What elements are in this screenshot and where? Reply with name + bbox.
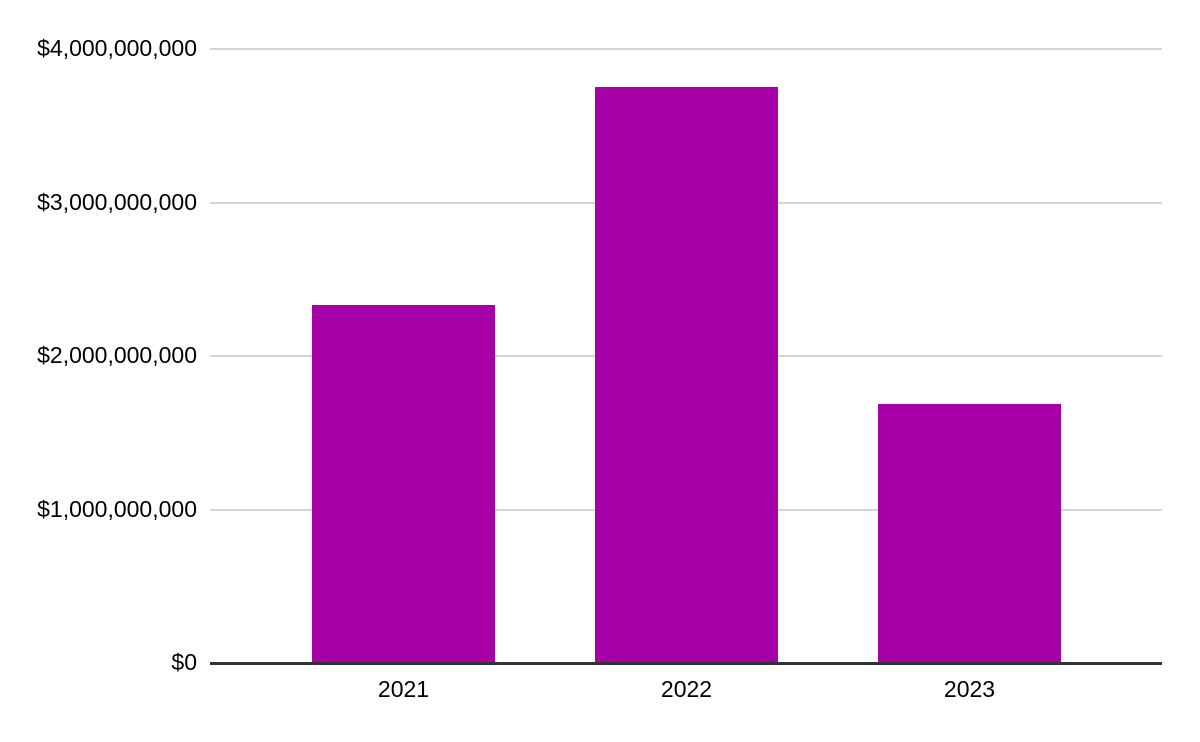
y-tick-label: $2,000,000,000	[37, 341, 197, 368]
y-tick-label: $0	[171, 648, 197, 675]
x-tick-label: 2023	[943, 676, 996, 702]
y-tick-label: $4,000,000,000	[37, 34, 197, 61]
bar-2023	[878, 403, 1061, 663]
bar-2022	[595, 87, 778, 663]
bar-2021	[312, 305, 495, 663]
x-tick-label: 2021	[377, 676, 430, 702]
gridline	[210, 48, 1162, 50]
x-axis-line	[210, 662, 1162, 665]
y-tick-label: $3,000,000,000	[37, 188, 197, 215]
y-tick-label: $1,000,000,000	[37, 495, 197, 522]
x-tick-label: 2022	[660, 676, 713, 702]
